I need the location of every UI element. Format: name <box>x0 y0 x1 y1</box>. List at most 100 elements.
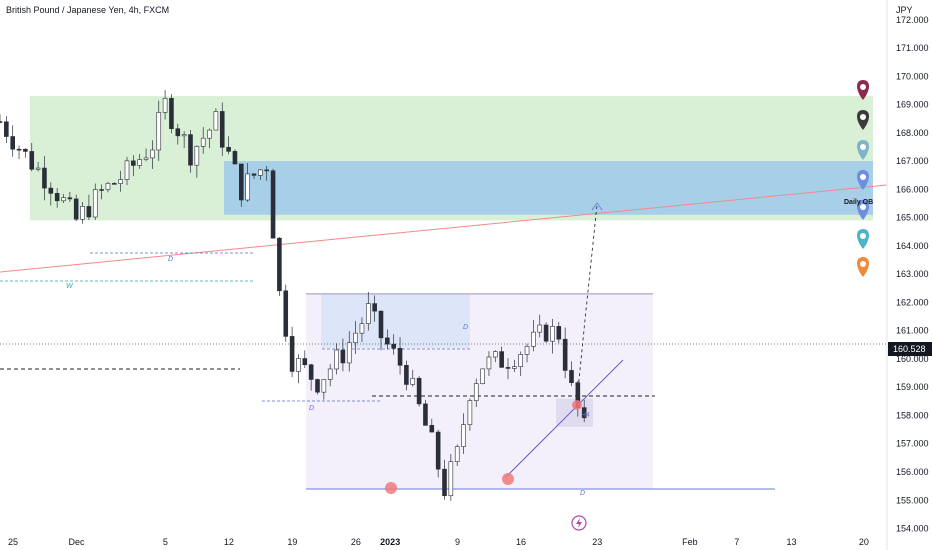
candle-body <box>423 403 428 426</box>
candle-body <box>296 358 301 372</box>
candle <box>289 326 295 378</box>
candle-body <box>200 137 206 147</box>
candle <box>556 321 562 344</box>
map-pin-icon[interactable] <box>857 257 869 277</box>
candle-body <box>505 367 511 369</box>
current-price-value: 160.528 <box>893 344 926 354</box>
candle <box>162 90 168 120</box>
candle <box>346 331 352 372</box>
candle <box>245 163 250 202</box>
candle-body <box>23 148 28 152</box>
candle-body <box>86 206 92 218</box>
candle-body <box>48 187 54 194</box>
y-tick-label: 159.000 <box>896 382 929 392</box>
candle <box>302 350 308 369</box>
candle <box>454 444 460 467</box>
candle <box>23 148 28 158</box>
candle-body <box>226 146 231 152</box>
candle <box>537 314 543 338</box>
candle <box>429 418 435 433</box>
candle-body <box>99 189 104 191</box>
candle-body <box>365 303 371 324</box>
candle-body <box>264 169 270 172</box>
d-label-3: D <box>463 324 468 331</box>
candle <box>181 131 187 149</box>
candle-body <box>435 431 441 470</box>
candle-body <box>340 349 346 364</box>
candle <box>531 320 536 352</box>
y-tick-label: 162.000 <box>896 297 929 307</box>
x-tick-label: 23 <box>592 537 602 547</box>
candle-body <box>283 290 289 337</box>
candle <box>207 128 212 149</box>
candle <box>86 194 92 221</box>
candle-body <box>162 97 168 113</box>
candle <box>112 182 117 185</box>
candle-body <box>270 170 276 239</box>
candle-body <box>80 206 85 220</box>
projection-path <box>576 204 598 401</box>
candle-body <box>416 377 422 405</box>
map-pin-icon[interactable] <box>857 170 869 190</box>
candle <box>92 183 98 221</box>
daily-ob-label: Daily OB <box>844 199 873 206</box>
candle <box>334 343 339 375</box>
candle <box>518 351 524 376</box>
candle <box>423 399 428 426</box>
candle-body <box>569 370 574 383</box>
candle-body <box>512 366 517 369</box>
lightning-event-icon[interactable] <box>571 515 587 531</box>
map-pin-icon[interactable] <box>857 80 869 100</box>
candle-body <box>42 167 47 189</box>
candle <box>321 379 327 400</box>
candle <box>61 194 66 203</box>
pin-dot <box>860 233 866 239</box>
candle <box>118 170 123 192</box>
candle <box>416 376 422 407</box>
y-tick-label: 157.000 <box>896 439 929 449</box>
candle-body <box>29 151 35 170</box>
lightning-bolt-icon <box>576 518 582 528</box>
candle-body <box>232 151 238 165</box>
candle <box>0 114 3 124</box>
candle-body <box>378 310 384 339</box>
candle <box>467 398 473 431</box>
candle <box>486 351 492 376</box>
candle <box>365 291 371 331</box>
candle <box>42 156 47 201</box>
x-tick-label: 19 <box>287 537 297 547</box>
symbol-title: British Pound / Japanese Yen, 4h, FXCM <box>6 5 169 15</box>
candle-body <box>353 332 358 344</box>
candle-body <box>410 377 416 385</box>
map-pin-icon[interactable] <box>857 140 869 160</box>
swing-low-marker <box>502 473 514 485</box>
x-tick-label: 2023 <box>380 537 400 547</box>
candle <box>448 454 454 501</box>
pin-dot <box>860 144 866 150</box>
y-tick-label: 155.000 <box>896 495 929 505</box>
candle-body <box>562 338 568 371</box>
candle-body <box>118 179 123 184</box>
candle <box>492 350 498 363</box>
candle <box>219 102 225 157</box>
y-tick-label: 161.000 <box>896 326 929 336</box>
candle <box>137 153 142 169</box>
y-tick-label: 170.000 <box>896 71 929 81</box>
map-pin-icon[interactable] <box>857 229 869 249</box>
candle-body <box>16 148 22 151</box>
map-pin-icon[interactable] <box>857 110 869 130</box>
candle-body <box>391 343 397 349</box>
x-tick-label: 26 <box>351 537 361 547</box>
candle <box>372 295 377 322</box>
marker-pins[interactable] <box>857 80 869 277</box>
candle-body <box>473 383 479 401</box>
candle <box>169 94 174 134</box>
candle-body <box>73 198 79 220</box>
candle-body <box>207 129 212 139</box>
candle-body <box>169 97 174 129</box>
candle <box>131 155 136 177</box>
candle-body <box>359 323 365 334</box>
map-pin-icon[interactable] <box>857 200 869 220</box>
